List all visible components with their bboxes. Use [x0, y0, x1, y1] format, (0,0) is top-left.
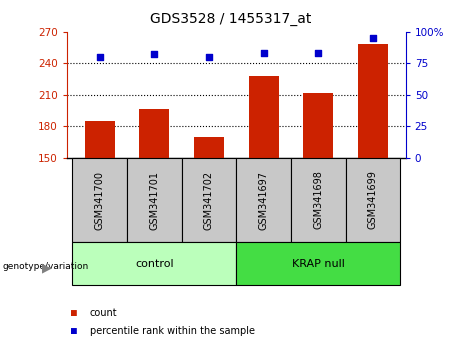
Bar [72, 158, 127, 242]
Text: genotype/variation: genotype/variation [2, 262, 89, 271]
Bar [236, 158, 291, 242]
Bar [72, 242, 236, 285]
Text: KRAP null: KRAP null [292, 259, 345, 269]
Bar [291, 158, 346, 242]
Text: GSM341699: GSM341699 [368, 171, 378, 229]
Bar [303, 93, 333, 158]
Text: control: control [135, 259, 174, 269]
Bar [248, 76, 278, 158]
Bar [85, 121, 115, 158]
Point [369, 35, 377, 41]
Text: count: count [90, 308, 118, 318]
Text: GSM341702: GSM341702 [204, 170, 214, 230]
Bar [194, 137, 224, 158]
Point [151, 52, 158, 57]
Point [314, 50, 322, 56]
Text: GDS3528 / 1455317_at: GDS3528 / 1455317_at [150, 12, 311, 27]
Point [96, 54, 103, 60]
Text: GSM341701: GSM341701 [149, 171, 160, 229]
Bar [182, 158, 236, 242]
Point [260, 50, 267, 56]
Point [205, 54, 213, 60]
Bar [236, 242, 400, 285]
Text: ■: ■ [71, 326, 77, 336]
Text: GSM341697: GSM341697 [259, 171, 269, 229]
Bar [358, 45, 388, 158]
Bar [139, 109, 169, 158]
Text: ■: ■ [71, 308, 77, 318]
Text: GSM341698: GSM341698 [313, 171, 323, 229]
Bar [346, 158, 400, 242]
Text: percentile rank within the sample: percentile rank within the sample [90, 326, 255, 336]
Text: ▶: ▶ [41, 262, 51, 274]
Text: GSM341700: GSM341700 [95, 171, 105, 229]
Bar [127, 158, 182, 242]
